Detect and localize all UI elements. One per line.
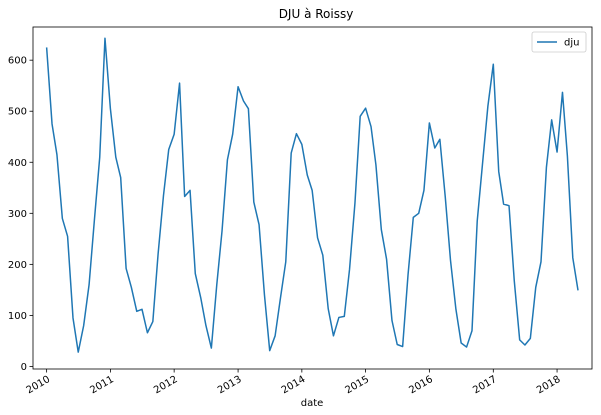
x-tick-label: 2015: [344, 374, 372, 396]
y-tick-label: 200: [8, 260, 27, 271]
y-tick-label: 0: [21, 362, 27, 373]
legend-box: [531, 31, 587, 53]
y-tick-label: 600: [8, 56, 27, 67]
x-tick-label: 2010: [25, 374, 53, 396]
x-tick-label: 2016: [407, 374, 435, 396]
legend-label: dju: [564, 38, 579, 49]
y-tick-label: 300: [8, 209, 27, 220]
x-tick-label: 2014: [280, 374, 308, 396]
x-tick-label: 2018: [535, 374, 563, 396]
plot-frame: [32, 26, 593, 370]
x-tick-label: 2017: [471, 374, 499, 396]
y-tick-label: 500: [8, 107, 27, 118]
y-tick-label: 100: [8, 311, 27, 322]
y-tick-label: 400: [8, 158, 27, 169]
x-axis-label: date: [301, 398, 324, 409]
plot-area: [32, 26, 593, 370]
legend: dju: [531, 31, 587, 53]
x-tick-label: 2013: [216, 374, 244, 396]
x-tick-label: 2012: [152, 374, 180, 396]
chart-title: DJU à Roissy: [279, 7, 354, 21]
series-line-dju: [45, 37, 579, 353]
x-axis: 2010 2011 2012 2013 2014 2015 2016 2017 2018: [25, 369, 563, 396]
x-tick-label: 2011: [88, 374, 116, 396]
y-axis: 0 100 200 300 400 500 600: [8, 56, 33, 373]
